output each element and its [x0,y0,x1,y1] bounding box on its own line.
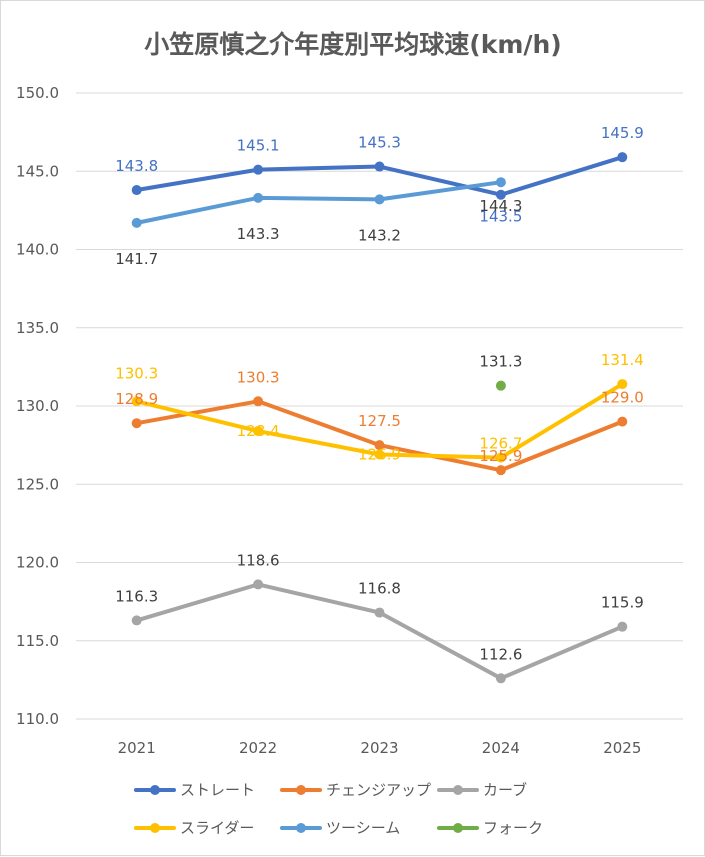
legend-marker [296,823,306,833]
data-label: 128.9 [115,390,158,408]
legend-marker [453,823,463,833]
data-point [617,379,628,390]
data-point [495,465,506,476]
legend-label: ツーシーム [326,819,400,837]
data-point [253,579,264,590]
y-tick-label: 140.0 [16,241,59,259]
data-point [495,452,506,463]
data-label: 128.4 [237,422,280,440]
data-point [131,185,142,196]
legend-label: ストレート [180,781,255,799]
y-tick-label: 125.0 [16,475,59,493]
data-label: 115.9 [601,594,644,612]
data-point [253,164,264,175]
data-point [495,380,506,391]
data-point [617,621,628,632]
x-tick-label: 2021 [118,739,156,757]
data-label: 131.4 [601,351,644,369]
data-label: 143.8 [115,157,158,175]
data-label: 145.9 [601,124,644,142]
legend-label: カーブ [483,781,527,799]
data-label: 129.0 [601,389,644,407]
data-point [617,152,628,163]
data-label: 127.5 [358,412,401,430]
data-point [131,217,142,228]
data-point [253,426,264,437]
data-label: 143.2 [358,226,401,244]
data-point [374,449,385,460]
data-label: 144.3 [479,197,522,215]
data-point [374,607,385,618]
legend-marker [150,823,160,833]
legend-marker [150,785,160,795]
data-point [495,673,506,684]
data-label: 125.9 [479,447,522,465]
y-tick-label: 110.0 [16,710,59,728]
data-point [131,615,142,626]
x-tick-label: 2025 [603,739,641,757]
y-tick-label: 135.0 [16,319,59,337]
x-tick-label: 2023 [360,739,398,757]
data-label: 118.6 [237,551,280,569]
data-point [253,192,264,203]
data-point [495,189,506,200]
y-tick-label: 115.0 [16,632,59,650]
data-label: 145.3 [358,134,401,152]
data-point [131,418,142,429]
series-line [134,180,503,225]
data-label: 143.5 [479,208,522,226]
data-label: 116.8 [358,580,401,598]
data-label: 143.3 [237,225,280,243]
data-point [374,194,385,205]
y-tick-label: 150.0 [16,84,59,102]
data-label: 131.3 [479,353,522,371]
data-label: 141.7 [115,250,158,268]
data-label: 145.1 [237,137,280,155]
data-label: 126.9 [358,446,401,464]
legend-marker [453,785,463,795]
data-label: 116.3 [115,587,158,605]
legend-marker [296,785,306,795]
data-point [495,177,506,188]
legend-label: チェンジアップ [326,781,431,799]
legend-label: フォーク [483,819,543,837]
y-tick-label: 120.0 [16,554,59,572]
x-tick-label: 2024 [482,739,520,757]
data-point [131,396,142,407]
data-point [617,416,628,427]
data-label: 126.7 [479,435,522,453]
data-point [374,440,385,451]
data-point [374,161,385,172]
series-line [134,582,625,681]
data-label: 112.6 [479,645,522,663]
legend-label: スライダー [180,819,254,837]
data-label: 130.3 [115,364,158,382]
data-label: 130.3 [237,368,280,386]
data-point [253,396,264,407]
y-tick-label: 145.0 [16,162,59,180]
x-tick-label: 2022 [239,739,277,757]
chart-title: 小笠原慎之介年度別平均球速(km/h) [144,30,561,59]
y-tick-label: 130.0 [16,397,59,415]
